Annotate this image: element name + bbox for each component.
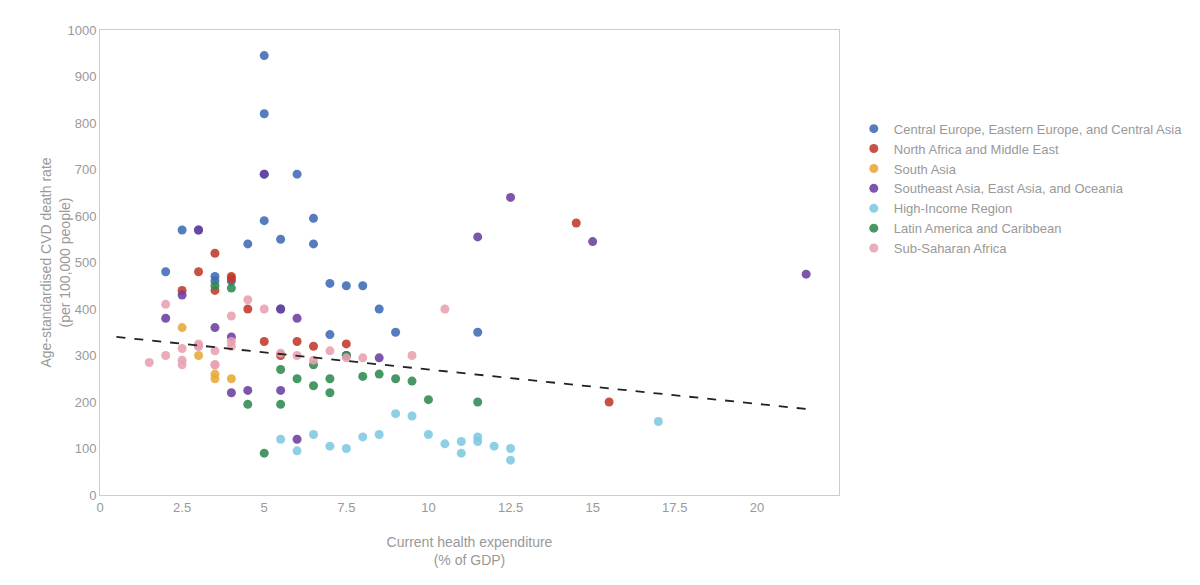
svg-text:Central Europe, Eastern Europe: Central Europe, Eastern Europe, and Cent…	[894, 122, 1182, 137]
svg-text:7.5: 7.5	[337, 500, 355, 515]
svg-text:900: 900	[75, 69, 97, 84]
svg-text:12.5: 12.5	[498, 500, 523, 515]
svg-text:Latin America and Caribbean: Latin America and Caribbean	[894, 221, 1062, 236]
svg-text:500: 500	[75, 255, 97, 270]
svg-text:1000: 1000	[67, 23, 96, 38]
svg-text:Current health expenditure(% o: Current health expenditure(% of GDP)	[387, 534, 553, 568]
svg-text:400: 400	[75, 302, 97, 317]
svg-text:10: 10	[421, 500, 435, 515]
svg-text:Age-standardised CVD death rat: Age-standardised CVD death rate(per 100,…	[38, 157, 72, 367]
svg-text:100: 100	[75, 441, 97, 456]
svg-text:300: 300	[75, 348, 97, 363]
svg-text:20: 20	[750, 500, 764, 515]
svg-text:700: 700	[75, 162, 97, 177]
svg-text:North Africa and Middle East: North Africa and Middle East	[894, 142, 1059, 157]
svg-text:Southeast Asia, East Asia, and: Southeast Asia, East Asia, and Oceania	[894, 181, 1124, 196]
svg-text:5: 5	[261, 500, 268, 515]
svg-text:0: 0	[89, 488, 96, 503]
svg-text:High-Income Region: High-Income Region	[894, 201, 1013, 216]
svg-text:17.5: 17.5	[662, 500, 687, 515]
svg-text:800: 800	[75, 116, 97, 131]
svg-text:2.5: 2.5	[173, 500, 191, 515]
svg-text:200: 200	[75, 395, 97, 410]
svg-text:South Asia: South Asia	[894, 162, 957, 177]
svg-text:0: 0	[96, 500, 103, 515]
svg-text:15: 15	[585, 500, 599, 515]
svg-text:Sub-Saharan Africa: Sub-Saharan Africa	[894, 241, 1008, 256]
svg-text:600: 600	[75, 209, 97, 224]
